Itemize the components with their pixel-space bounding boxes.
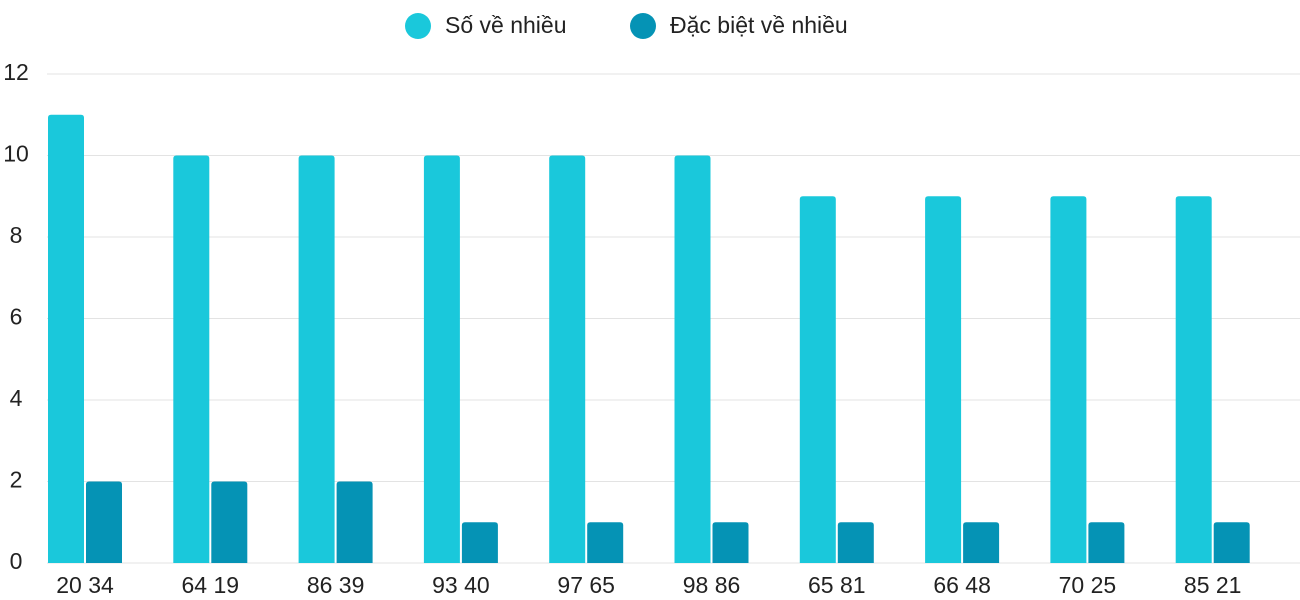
bar: [173, 155, 210, 563]
bar: [423, 155, 460, 563]
bar: [1213, 522, 1250, 563]
y-tick-label: 8: [10, 222, 23, 248]
x-tick-label: 66 48: [933, 572, 991, 598]
legend-marker: [405, 13, 431, 39]
bar: [799, 196, 836, 563]
bar: [1050, 196, 1087, 563]
bar: [712, 522, 749, 563]
bar: [211, 481, 248, 563]
x-tick-label: 93 40: [432, 572, 490, 598]
x-tick-label: 64 19: [182, 572, 240, 598]
bar: [298, 155, 335, 563]
bar: [963, 522, 1000, 563]
y-tick-label: 2: [10, 467, 23, 493]
bar: [587, 522, 624, 563]
x-tick-label: 86 39: [307, 572, 365, 598]
x-tick-label: 20 34: [56, 572, 114, 598]
y-tick-label: 10: [3, 141, 29, 167]
x-tick-label: 85 21: [1184, 572, 1242, 598]
x-tick-label: 97 65: [557, 572, 615, 598]
bar: [86, 481, 122, 563]
bar: [549, 155, 586, 563]
bar: [336, 481, 373, 563]
y-tick-label: 0: [10, 548, 23, 574]
legend-label: Đặc biệt về nhiều: [670, 12, 848, 38]
bar: [1175, 196, 1212, 563]
y-tick-label: 12: [3, 59, 29, 85]
bar: [48, 114, 84, 563]
bar: [461, 522, 498, 563]
legend-marker: [630, 13, 656, 39]
y-tick-label: 6: [10, 304, 23, 330]
bar: [674, 155, 711, 563]
y-tick-label: 4: [10, 385, 23, 411]
bar: [925, 196, 962, 563]
x-tick-label: 98 86: [683, 572, 741, 598]
bar: [837, 522, 874, 563]
bar: [1088, 522, 1125, 563]
x-tick-label: 65 81: [808, 572, 866, 598]
legend-label: Số về nhiều: [445, 12, 566, 38]
x-tick-label: 70 25: [1059, 572, 1117, 598]
